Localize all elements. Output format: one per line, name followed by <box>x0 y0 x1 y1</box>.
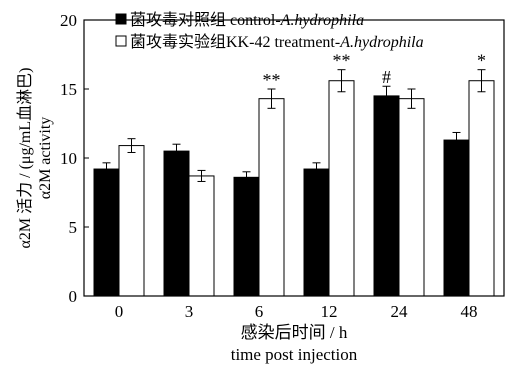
y-axis: 0 5 10 15 20 <box>60 11 89 306</box>
legend-label-en: treatment- <box>274 34 340 51</box>
bar-control <box>163 150 190 297</box>
bar-treatment <box>328 80 355 297</box>
error-bars <box>102 69 486 184</box>
bar-control <box>443 139 470 297</box>
x-tick-label: 24 <box>391 302 409 321</box>
legend-swatch <box>115 13 127 25</box>
x-axis-label-cn: 感染后时间 / h <box>241 323 348 342</box>
x-tick-label: 6 <box>255 302 264 321</box>
x-tick-label: 48 <box>461 302 478 321</box>
bar-control <box>93 168 120 297</box>
bar-treatment <box>118 145 145 297</box>
y-tick-label: 15 <box>60 80 77 99</box>
bar-control <box>373 95 400 297</box>
y-axis-label-cn: α2M 活力 / (μg/mL血淋巴) <box>16 68 34 249</box>
significance-mark: # <box>382 67 391 87</box>
x-axis-label-en: time post injection <box>231 345 358 364</box>
significance-mark: ** <box>333 51 351 71</box>
legend-label: 菌攻毒实验组KK-42 treatment-A.hydrophila <box>130 33 424 51</box>
y-tick-label: 0 <box>69 287 78 306</box>
significance-mark: * <box>477 51 486 71</box>
bars <box>93 80 495 297</box>
y-tick-label: 5 <box>69 218 78 237</box>
axis-labels: 感染后时间 / h time post injection α2M 活力 / (μg… <box>16 68 358 364</box>
y-tick-label: 10 <box>60 149 77 168</box>
significance-marks: ** ** # * <box>263 51 487 90</box>
bar-treatment <box>258 98 285 297</box>
legend-label-species: A.hydrophila <box>339 34 423 51</box>
y-axis-label-en: α2M activity <box>37 117 54 200</box>
significance-mark: ** <box>263 70 281 90</box>
bar-control <box>233 176 260 297</box>
y-tick-label: 20 <box>60 11 77 30</box>
x-tick-label: 0 <box>115 302 124 321</box>
x-tick-label: 3 <box>185 302 194 321</box>
legend-label-cn: 菌攻毒实验组KK-42 <box>130 33 274 51</box>
x-tick-label: 12 <box>321 302 338 321</box>
bar-control <box>303 168 330 297</box>
bar-treatment <box>398 98 425 297</box>
legend-swatch <box>115 35 127 47</box>
plot-frame <box>83 19 505 297</box>
bar-treatment <box>468 80 495 297</box>
bar-treatment <box>188 175 215 297</box>
